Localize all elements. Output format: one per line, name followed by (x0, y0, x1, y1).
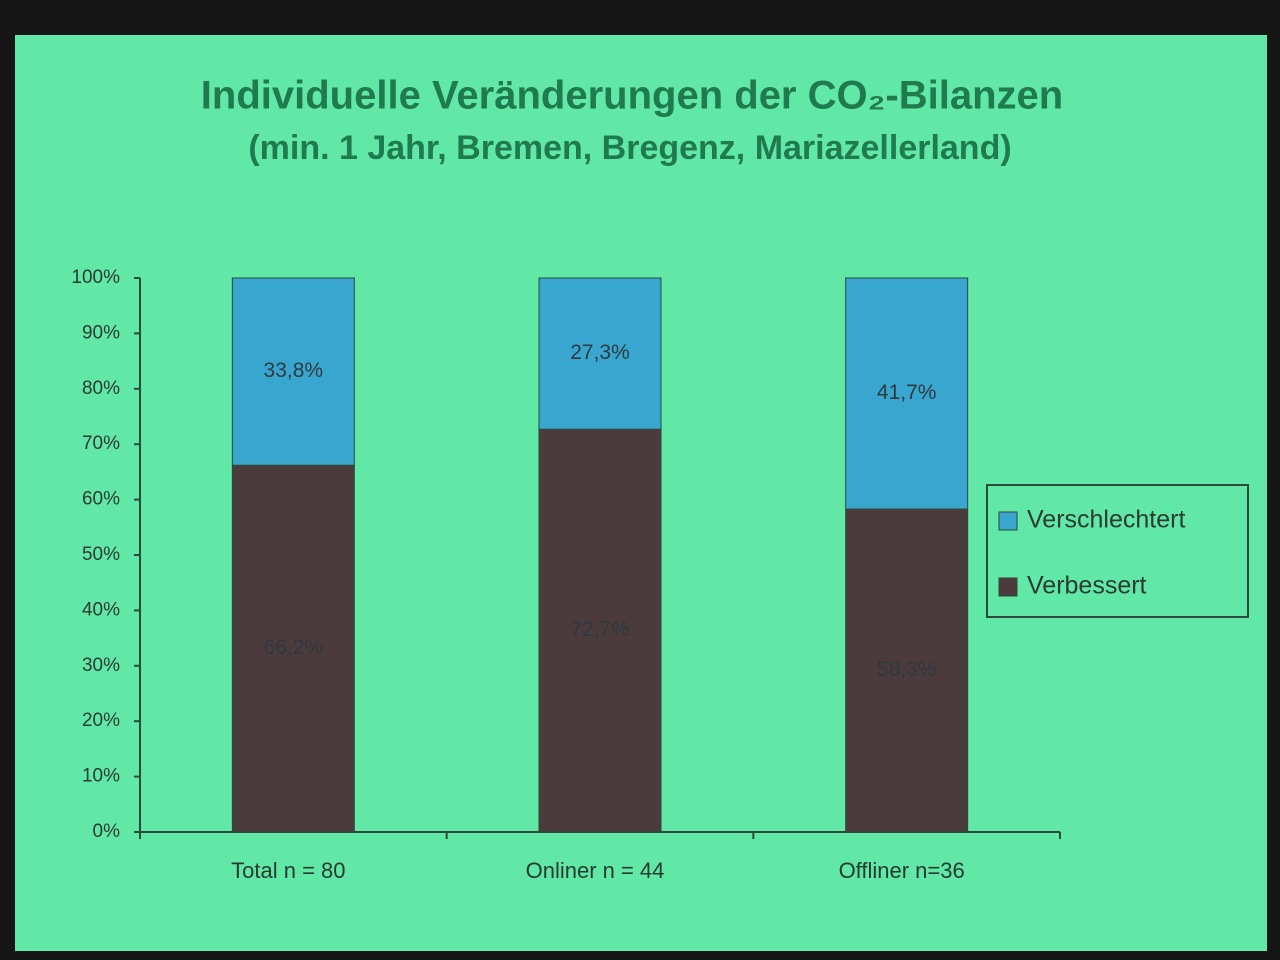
y-tick-label: 80% (82, 378, 120, 399)
bar-segment (845, 277, 969, 510)
y-tick-label: 20% (82, 710, 120, 731)
y-tick-label: 90% (82, 322, 120, 343)
value-label: 66,2% (264, 636, 324, 659)
value-label: 58,3% (877, 658, 937, 681)
value-label: 41,7% (877, 381, 937, 404)
value-label: 27,3% (570, 341, 630, 364)
chart-subtitle: (min. 1 Jahr, Bremen, Bregenz, Mariazell… (248, 129, 1011, 167)
legend-swatch (998, 511, 1018, 531)
x-tick-label: Onliner n = 44 (526, 858, 665, 883)
bar-segment (538, 277, 662, 430)
bar-segment (231, 464, 355, 833)
value-label: 33,8% (264, 359, 324, 382)
legend-swatch (998, 577, 1018, 597)
bar-segment (845, 508, 969, 833)
bar-segment (231, 277, 355, 466)
value-label: 72,7% (570, 618, 630, 641)
chart-title: Individuelle Veränderungen der CO₂-Bilan… (201, 74, 1063, 118)
x-tick-label: Total n = 80 (231, 858, 345, 883)
y-tick-label: 70% (82, 433, 120, 454)
bar-segment (538, 428, 662, 833)
y-tick-label: 40% (82, 599, 120, 620)
legend-label: Verbessert (1027, 572, 1147, 600)
y-tick-label: 100% (71, 267, 120, 288)
legend-label: Verschlechtert (1027, 506, 1185, 534)
y-tick-label: 10% (82, 766, 120, 787)
y-tick-label: 0% (93, 821, 121, 842)
legend-box (986, 484, 1249, 618)
y-tick-label: 50% (82, 544, 120, 565)
x-tick-label: Offliner n=36 (839, 858, 965, 883)
y-tick-label: 30% (82, 655, 120, 676)
y-tick-label: 60% (82, 489, 120, 510)
